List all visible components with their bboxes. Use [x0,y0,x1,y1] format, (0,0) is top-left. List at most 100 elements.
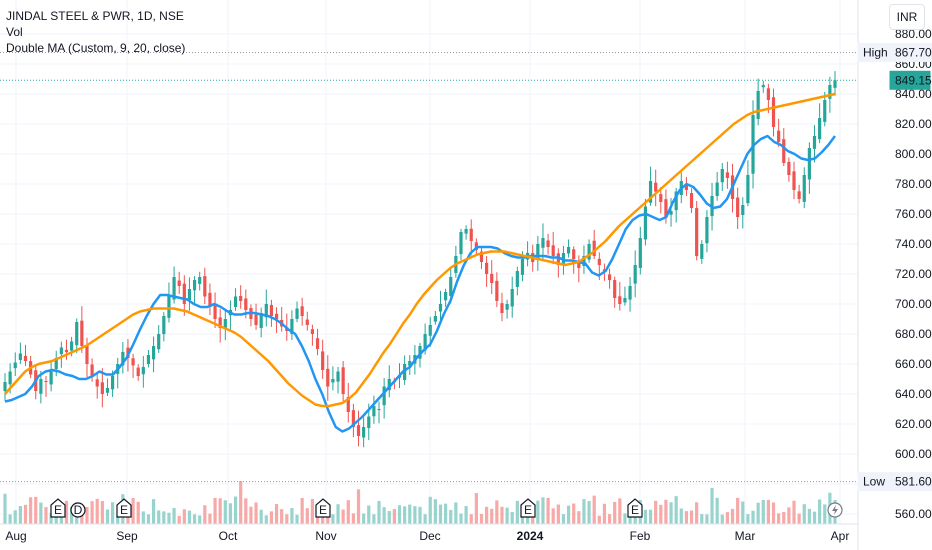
candle-body [300,306,304,316]
volume-bar [459,513,463,524]
candle-body [469,228,473,241]
candle-body [664,199,668,217]
candle-body [546,240,550,247]
candle-body [490,273,494,283]
volume-bar [18,506,22,524]
volume-bar [203,505,207,524]
candle-body [428,325,432,336]
candle-body [766,88,770,100]
candle-body [208,292,212,307]
candle-body [192,280,197,291]
candle-body [689,193,694,208]
volume-bar [449,510,453,524]
candle-body [438,304,443,312]
candle-body [274,313,279,319]
volume-bar [413,506,417,524]
candle-body [807,148,811,180]
volume-bar [428,496,432,524]
candle-body [613,280,617,298]
volume-bar [469,514,473,524]
candle-body [607,274,612,280]
volume-bar [269,511,274,524]
currency-button[interactable]: INR [889,4,925,30]
candle-body [64,349,69,352]
volume-bar [182,509,186,524]
volume-bar [669,502,673,524]
candle-body [269,304,274,316]
volume-bar [556,504,560,524]
candle-body [479,251,484,262]
candle-body [510,289,514,307]
candle-body [700,244,704,259]
time-tick-label: Oct [219,529,238,543]
volume-bar [756,502,760,524]
volume-bar [213,497,217,524]
candle-body [387,379,391,391]
earnings-label: E [631,503,639,517]
volume-bar [403,506,407,524]
volume-bar [305,508,309,524]
volume-bar [561,514,566,524]
volume-bar [618,498,622,524]
candle-body [321,351,325,370]
candle-body [812,136,817,149]
volume-bar [29,497,33,524]
candle-body [403,364,407,381]
time-tick-label: Aug [5,529,26,543]
volume-bar [377,500,381,524]
volume-bar [505,507,509,524]
volume-legend[interactable]: Vol [6,25,23,39]
candle-body [167,295,171,318]
time-axis[interactable]: Aug Sep Oct Nov Dec 2024 Feb Mar Apr [5,529,849,543]
candle-body [833,80,837,88]
candle-body [643,206,648,240]
candle-body [761,85,765,88]
volume-bar [54,514,58,524]
volume-bar [136,501,140,524]
volume-bar [259,509,263,524]
last-price-text: 849.15 [895,73,932,87]
candle-body [54,358,58,370]
price-tick-label: 680.00 [895,327,932,341]
volume-bar [582,499,586,524]
candle-body [597,258,601,265]
indicator-legend[interactable]: Double MA (Custom, 9, 20, close) [6,41,186,55]
candle-body [203,276,207,297]
price-tick-label: 820.00 [895,117,932,131]
earnings-marker [627,498,643,518]
candle-body [44,380,48,382]
volume-bar [802,504,806,524]
ma-fast-line [4,134,837,433]
candle-body [705,217,709,244]
candle-body [802,175,806,202]
volume-bar [387,511,391,524]
candle-body [131,358,135,366]
candle-body [464,229,468,234]
candle-body [8,371,12,385]
volume-bar [818,499,822,524]
candle-body [556,253,560,265]
candle-body [59,347,63,355]
candle-body [100,382,104,394]
candle-body [18,353,22,360]
volume-bar [151,499,156,524]
candle-body [172,277,176,300]
volume-bar [228,503,233,524]
volume-bar [812,511,817,524]
price-tags: High 867.70 Low 581.60 849.15 [0,42,932,492]
volume-bar [761,500,765,524]
time-tick-label: Apr [831,529,850,543]
volume-bar [64,500,69,524]
symbol-title[interactable]: JINDAL STEEL & PWR, 1D, NSE [6,9,184,23]
moving-averages [4,92,837,433]
price-tick-label: 840.00 [895,87,932,101]
volume-bar [300,497,304,524]
volume-bar [648,509,653,524]
volume-bar [720,514,724,524]
price-tick-label: 760.00 [895,207,932,221]
volume-bar [285,514,289,524]
time-tick-label: Sep [116,529,138,543]
